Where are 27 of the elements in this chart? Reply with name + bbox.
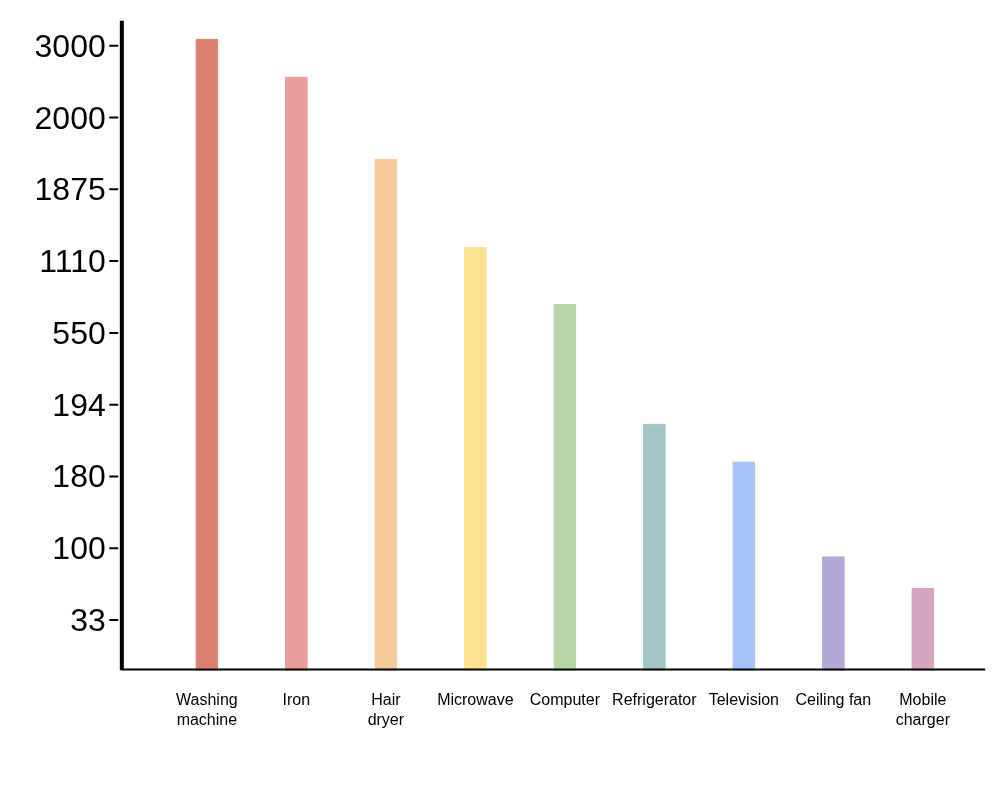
text: 100 — [52, 530, 106, 567]
bar — [732, 461, 756, 671]
x-tick-label: Hair dryer — [367, 690, 405, 728]
bar — [374, 158, 398, 671]
text: 2000 — [34, 99, 106, 136]
text: 3000 — [34, 27, 106, 64]
x-tick-label: Refrigerator — [612, 690, 698, 708]
x-tick-label: Ceiling fan — [795, 690, 872, 708]
text: 180 — [52, 458, 106, 495]
bar — [553, 303, 577, 671]
x-tick-label: Washing machine — [176, 690, 238, 728]
x-tick-label: Iron — [282, 690, 311, 708]
text: 1875 — [34, 171, 106, 208]
bar — [195, 38, 219, 671]
x-tick-label: Television — [708, 690, 779, 708]
x-tick-label: Microwave — [437, 690, 514, 708]
text: 33 — [70, 602, 106, 639]
bar — [285, 76, 308, 671]
bar — [911, 587, 935, 671]
x-tick-label: Mobile charger — [895, 690, 951, 728]
text: 550 — [52, 314, 106, 351]
bar — [822, 556, 845, 671]
text: 194 — [52, 386, 106, 423]
bar — [464, 247, 487, 671]
text: 1110 — [39, 243, 106, 280]
bar — [643, 423, 666, 671]
x-tick-label: Computer — [529, 690, 601, 708]
